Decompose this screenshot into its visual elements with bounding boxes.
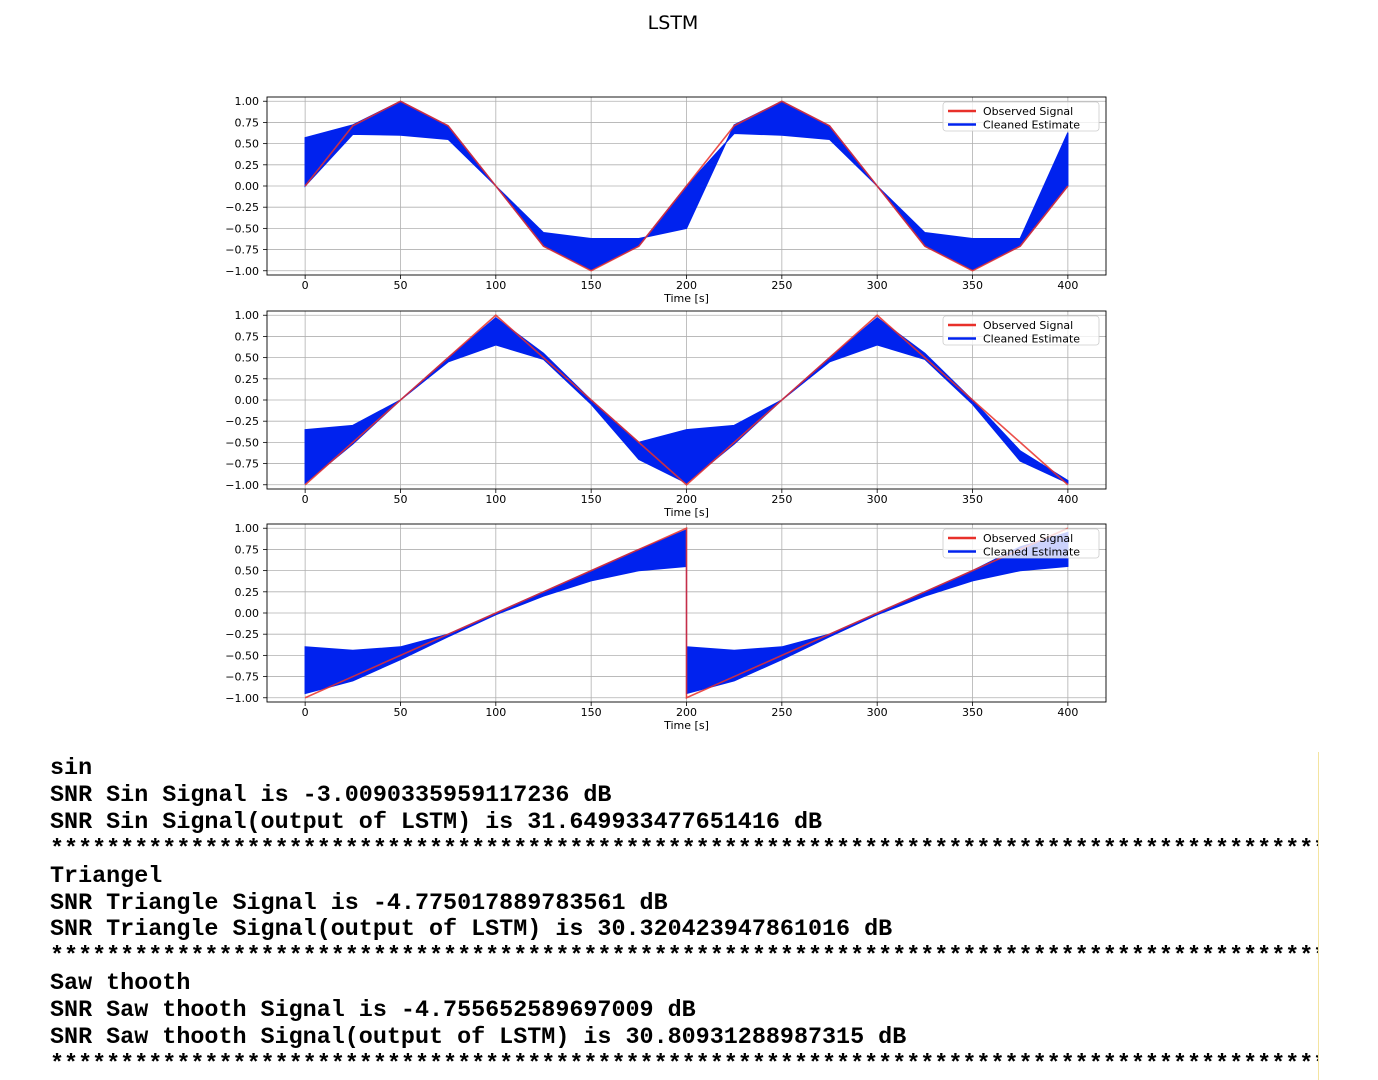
x-tick-label: 350: [962, 706, 983, 719]
x-tick-label: 250: [771, 493, 792, 506]
y-tick-label: −1.00: [225, 479, 259, 492]
console-line: SNR Triangle Signal is -4.77501788978356…: [50, 890, 668, 917]
console-line: Triangel: [50, 863, 163, 890]
x-tick-label: 300: [867, 279, 888, 292]
console-line: sin: [50, 756, 93, 782]
x-tick-label: 200: [676, 706, 697, 719]
console-line: SNR Sin Signal(output of LSTM) is 31.649…: [50, 809, 823, 836]
y-tick-label: −1.00: [225, 265, 259, 278]
y-tick-label: 0.50: [235, 352, 260, 365]
x-tick-label: 300: [867, 706, 888, 719]
y-tick-label: 0.75: [235, 330, 260, 343]
y-tick-label: −0.75: [225, 458, 259, 471]
x-tick-label: 50: [393, 279, 407, 292]
y-tick-label: 0.00: [235, 180, 260, 193]
console-line: SNR Saw thooth Signal(output of LSTM) is…: [50, 1025, 907, 1052]
separator-line: ****************************************…: [50, 944, 1319, 971]
y-tick-label: 0.75: [235, 543, 260, 556]
console-line: Saw thooth: [50, 971, 191, 998]
chart-sawtooth: 0 50 100 150 200 250 300 350 400 1.00 0.75 0.50 0.25…: [225, 522, 1107, 732]
x-tick-label: 100: [485, 706, 506, 719]
legend-label: Observed Signal: [983, 532, 1073, 545]
figure-title: LSTM: [647, 12, 699, 34]
x-tick-label: 150: [581, 279, 602, 292]
x-tick-label: 100: [485, 279, 506, 292]
legend-label: Cleaned Estimate: [983, 546, 1080, 559]
x-tick-label: 150: [581, 706, 602, 719]
separator-line: ****************************************…: [50, 1051, 1319, 1078]
y-tick-label: −0.25: [225, 415, 259, 428]
y-tick-label: −0.50: [225, 222, 259, 235]
x-tick-label: 350: [962, 493, 983, 506]
console-output: sin SNR Sin Signal is -3.0090335959117236…: [0, 752, 1319, 1080]
x-tick-label: 0: [302, 706, 309, 719]
y-tick-label: 1.00: [235, 309, 260, 322]
charts-figure: 0 50 100 150 200 250 300 350 400 1.00 0.75 0.50 0.25…: [225, 95, 1107, 732]
x-tick-label: 400: [1057, 706, 1078, 719]
legend-label: Cleaned Estimate: [983, 333, 1080, 346]
console-text: sin SNR Sin Signal is -3.0090335959117236…: [0, 752, 1318, 1079]
console-line: SNR Saw thooth Signal is -4.755652589697…: [50, 998, 696, 1025]
chart-sine: 0 50 100 150 200 250 300 350 400 1.00 0.75 0.50 0.25…: [225, 95, 1107, 305]
x-tick-label: 300: [867, 493, 888, 506]
y-tick-label: −0.75: [225, 671, 259, 684]
observed-signal-line: [304, 527, 1069, 699]
x-tick-label: 0: [302, 279, 309, 292]
x-tick-label: 400: [1057, 279, 1078, 292]
y-tick-label: −1.00: [225, 692, 259, 705]
separator-line: ****************************************…: [50, 836, 1319, 863]
x-tick-label: 250: [771, 279, 792, 292]
x-tick-label: 200: [676, 493, 697, 506]
observed-signal-line: [304, 100, 1069, 272]
y-tick-label: 0.50: [235, 565, 260, 578]
y-tick-label: −0.25: [225, 201, 259, 214]
x-tick-label: 0: [302, 493, 309, 506]
y-tick-label: 0.00: [235, 607, 260, 620]
x-tick-label: 250: [771, 706, 792, 719]
y-tick-label: 0.50: [235, 138, 260, 151]
legend-box: [942, 101, 1100, 132]
x-tick-label: 350: [962, 279, 983, 292]
legend-label: Observed Signal: [983, 319, 1073, 332]
y-tick-label: 0.25: [235, 159, 260, 172]
x-axis-label: Time [s]: [663, 292, 709, 305]
y-tick-label: 0.00: [235, 394, 260, 407]
y-tick-label: 0.75: [235, 116, 260, 129]
x-axis-label: Time [s]: [663, 506, 709, 519]
x-tick-label: 200: [676, 279, 697, 292]
y-tick-label: 0.25: [235, 373, 260, 386]
x-tick-label: 50: [393, 493, 407, 506]
x-tick-label: 100: [485, 493, 506, 506]
y-tick-label: 1.00: [235, 522, 260, 535]
y-tick-label: −0.75: [225, 244, 259, 257]
legend-label: Cleaned Estimate: [983, 119, 1080, 132]
legend-label: Observed Signal: [983, 105, 1073, 118]
legend-box: [942, 315, 1100, 346]
observed-signal-line: [304, 314, 1069, 486]
legend-box: [942, 528, 1100, 559]
x-tick-label: 400: [1057, 493, 1078, 506]
x-axis-label: Time [s]: [663, 719, 709, 732]
y-tick-label: −0.50: [225, 649, 259, 662]
y-tick-label: −0.25: [225, 628, 259, 641]
y-tick-label: 1.00: [235, 95, 260, 108]
chart-triangle: 0 50 100 150 200 250 300 350 400 1.00 0.75 0.50 0.25…: [225, 309, 1107, 519]
y-tick-label: −0.50: [225, 436, 259, 449]
y-tick-label: 0.25: [235, 586, 260, 599]
x-tick-label: 50: [393, 706, 407, 719]
cleaned-estimate-band: [304, 317, 1069, 485]
console-line: SNR Sin Signal is -3.0090335959117236 dB: [50, 782, 612, 809]
console-line: SNR Triangle Signal(output of LSTM) is 3…: [50, 917, 893, 944]
x-tick-label: 150: [581, 493, 602, 506]
